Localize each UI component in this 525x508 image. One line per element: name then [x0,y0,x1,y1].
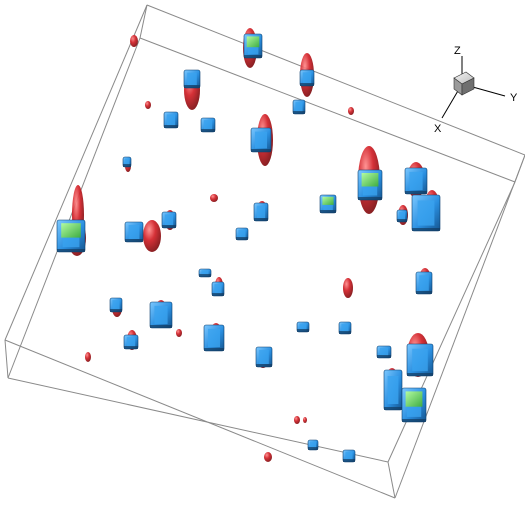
box-edge [394,154,525,499]
block-cluster [401,387,427,423]
block-cluster [149,301,173,329]
block-cluster [183,69,201,89]
block-cluster [299,69,315,87]
axis-triad[interactable]: Z Y X [434,45,518,135]
block-cluster [56,219,86,253]
red-isosurface-blob [343,278,353,298]
block-cluster [383,369,403,411]
box-edge [139,37,516,183]
block-cluster [255,346,273,368]
block-cluster [319,194,337,214]
x-axis-label: X [434,123,442,135]
red-isosurface-blob [348,107,354,115]
y-axis-label: Y [510,92,518,104]
block-cluster [415,271,433,295]
block-cluster [411,194,441,232]
block-cluster [357,169,383,201]
box-edge [514,154,525,183]
block-cluster [163,111,179,129]
block-cluster [342,449,356,463]
red-isosurface-blob [145,101,151,109]
block-cluster [253,202,269,222]
box-edge [139,4,148,39]
z-axis-label: Z [454,45,461,57]
block-cluster [161,211,177,229]
block-cluster [123,334,139,350]
box-edge [7,377,389,463]
block-cluster [200,117,216,133]
block-cluster [307,439,319,451]
block-cluster [124,221,144,243]
box-edge [146,4,525,156]
block-structure-layer [56,33,441,463]
red-isosurface-blob [85,352,91,362]
box-edge [4,339,9,379]
red-isosurface-blob [143,220,161,252]
block-cluster [376,345,392,359]
red-isosurface-blob [264,452,272,462]
block-cluster [404,167,428,195]
red-isosurface-blob [176,329,182,337]
block-cluster [122,156,132,168]
box-edge [4,4,148,341]
box-edge [387,461,396,499]
block-cluster [292,99,306,115]
block-cluster [406,343,434,377]
box-edge [4,339,396,499]
red-isosurface-blob [303,417,307,423]
block-cluster [396,209,408,223]
block-cluster [109,297,123,313]
block-cluster [235,227,249,241]
block-cluster [243,33,263,59]
red-isosurface-blob [294,416,300,424]
red-isosurface-blob [130,35,138,47]
block-cluster [250,127,272,153]
block-cluster [211,281,225,297]
block-cluster [198,268,212,278]
block-cluster [296,321,310,333]
block-cluster [203,324,225,352]
red-isosurface-blob [210,194,218,202]
block-cluster [338,321,352,335]
orientation-cube-icon [453,71,475,96]
